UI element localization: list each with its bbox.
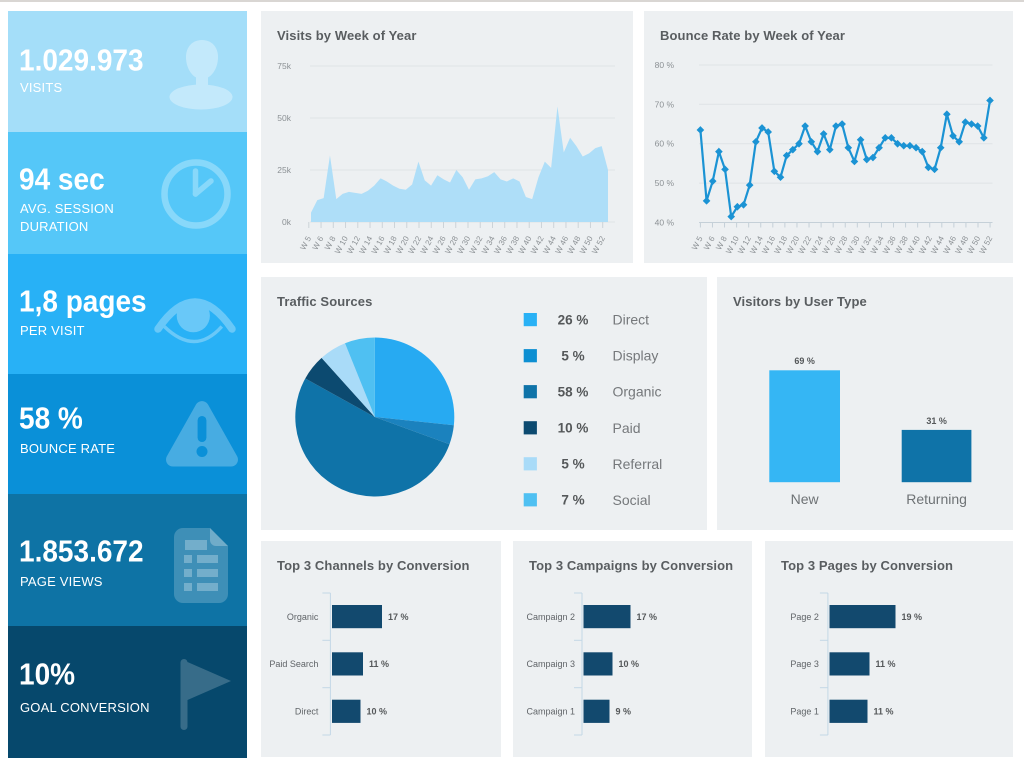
svg-text:7 %: 7 % <box>561 493 584 508</box>
svg-text:50k: 50k <box>277 113 291 123</box>
svg-text:Campaign 3: Campaign 3 <box>526 659 575 669</box>
svg-text:31 %: 31 % <box>926 416 947 426</box>
svg-text:5 %: 5 % <box>561 349 584 364</box>
svg-text:Social: Social <box>613 492 651 508</box>
svg-text:New: New <box>791 491 820 507</box>
svg-text:W 5: W 5 <box>690 234 705 251</box>
svg-text:60 %: 60 % <box>655 139 675 149</box>
svg-text:10 %: 10 % <box>367 707 388 717</box>
svg-text:58 %: 58 % <box>558 385 589 400</box>
svg-text:Organic: Organic <box>287 612 319 622</box>
svg-text:5 %: 5 % <box>561 457 584 472</box>
svg-text:69 %: 69 % <box>794 356 815 366</box>
svg-text:75k: 75k <box>277 61 291 71</box>
svg-text:19 %: 19 % <box>902 612 923 622</box>
svg-text:W 52: W 52 <box>590 234 607 255</box>
svg-text:Returning: Returning <box>906 491 967 507</box>
svg-text:26 %: 26 % <box>558 312 589 327</box>
svg-text:W 5: W 5 <box>298 234 313 251</box>
svg-text:11 %: 11 % <box>876 659 896 669</box>
svg-text:11 %: 11 % <box>369 659 389 669</box>
svg-text:17 %: 17 % <box>637 612 658 622</box>
svg-text:Referral: Referral <box>613 456 663 472</box>
svg-text:Display: Display <box>613 348 659 364</box>
svg-text:Campaign 1: Campaign 1 <box>526 707 575 717</box>
svg-text:W 6: W 6 <box>311 234 326 251</box>
svg-text:Campaign 2: Campaign 2 <box>526 612 575 622</box>
svg-text:17 %: 17 % <box>388 612 409 622</box>
svg-text:W 6: W 6 <box>702 234 717 251</box>
svg-text:Page 2: Page 2 <box>790 612 819 622</box>
svg-text:10 %: 10 % <box>558 421 589 436</box>
svg-text:Paid: Paid <box>613 420 641 436</box>
svg-text:80 %: 80 % <box>655 60 675 70</box>
svg-text:Page 3: Page 3 <box>790 659 819 669</box>
svg-text:9 %: 9 % <box>616 707 632 717</box>
svg-text:11 %: 11 % <box>874 707 894 717</box>
svg-text:Page 1: Page 1 <box>790 707 819 717</box>
svg-text:40 %: 40 % <box>655 218 675 228</box>
svg-text:25k: 25k <box>277 165 291 175</box>
svg-text:0k: 0k <box>282 217 292 227</box>
svg-text:Direct: Direct <box>613 312 650 328</box>
svg-text:70 %: 70 % <box>655 99 675 109</box>
svg-text:W 52: W 52 <box>978 234 995 255</box>
svg-text:Paid Search: Paid Search <box>269 659 318 669</box>
svg-text:Direct: Direct <box>295 707 319 717</box>
svg-text:Organic: Organic <box>613 384 662 400</box>
svg-text:50 %: 50 % <box>655 178 675 188</box>
svg-text:10 %: 10 % <box>619 659 640 669</box>
